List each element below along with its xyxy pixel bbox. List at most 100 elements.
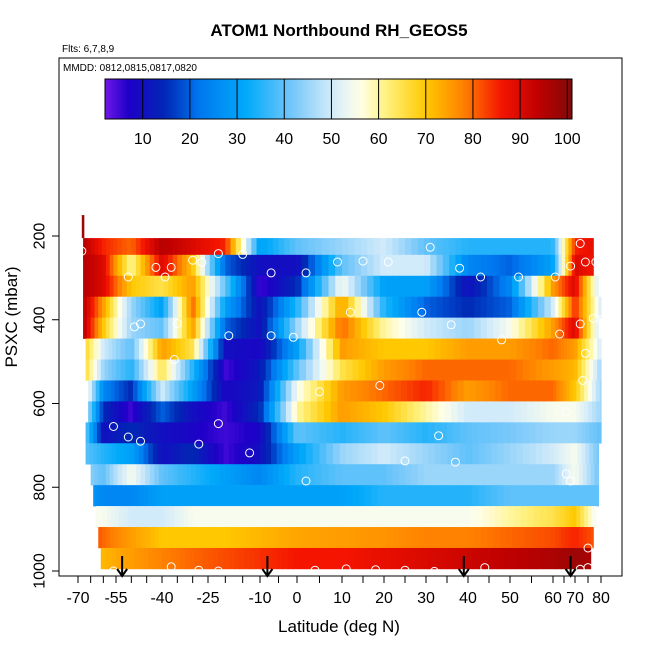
heatmap-cell xyxy=(430,527,438,549)
heatmap-cell xyxy=(535,485,543,507)
heatmap-cell xyxy=(315,296,323,318)
heatmap-cell xyxy=(256,296,263,318)
heatmap-cell xyxy=(321,317,330,339)
heatmap-cell xyxy=(114,380,120,402)
heatmap-cell xyxy=(581,359,586,381)
heatmap-cell xyxy=(554,547,558,570)
heatmap-cell xyxy=(554,338,558,360)
heatmap-cell xyxy=(438,401,446,423)
heatmap-cell xyxy=(346,485,354,507)
heatmap-cell xyxy=(291,401,298,423)
flight-marker xyxy=(136,436,145,446)
heatmap-cell xyxy=(122,317,128,339)
heatmap-cell xyxy=(522,422,530,444)
heatmap-cell xyxy=(267,527,274,549)
heatmap-cell xyxy=(449,527,456,549)
heatmap-cell xyxy=(287,422,294,444)
flight-marker xyxy=(194,565,204,575)
heatmap-cell xyxy=(570,443,575,465)
flight-marker xyxy=(446,320,456,330)
heatmap-cell xyxy=(491,547,498,570)
heatmap-cell xyxy=(497,422,505,444)
heatmap-cell xyxy=(86,254,92,277)
heatmap-cell xyxy=(246,275,252,298)
heatmap-cell xyxy=(180,359,186,381)
heatmap-cell xyxy=(459,443,467,465)
arrow-markers xyxy=(116,556,577,578)
heatmap-cell xyxy=(284,254,291,277)
heatmap-cell xyxy=(465,338,473,360)
heatmap-cell xyxy=(169,380,175,402)
heatmap-cell xyxy=(242,401,249,423)
heatmap-cell xyxy=(388,380,396,402)
heatmap-cell xyxy=(220,464,226,486)
heatmap-cell xyxy=(246,317,252,339)
heatmap-cell xyxy=(200,527,206,549)
heatmap-cell xyxy=(505,275,513,298)
heatmap-cell xyxy=(289,238,296,260)
heatmap-cell xyxy=(282,338,289,360)
heatmap-cell xyxy=(154,275,160,298)
heatmap-cell xyxy=(230,527,237,549)
heatmap-cell xyxy=(405,275,412,298)
heatmap-cell xyxy=(568,527,573,549)
heatmap-cell xyxy=(191,275,197,298)
heatmap-cell xyxy=(476,380,484,402)
heatmap-cell xyxy=(139,443,145,465)
heatmap-cell xyxy=(284,238,291,260)
heatmap-cell xyxy=(95,401,101,423)
heatmap-cell xyxy=(405,238,412,260)
heatmap-cell xyxy=(253,506,259,528)
heatmap-cell xyxy=(419,380,427,402)
heatmap-cell xyxy=(328,254,336,277)
heatmap-cell xyxy=(139,422,145,444)
heatmap-cell xyxy=(125,338,131,360)
heatmap-cell xyxy=(457,380,465,402)
heatmap-cell xyxy=(254,485,261,507)
heatmap-cell xyxy=(140,296,146,318)
heatmap-cell xyxy=(516,338,524,360)
heatmap-cell xyxy=(319,338,327,360)
heatmap-cell xyxy=(95,380,101,402)
heatmap-cell xyxy=(214,238,221,260)
heatmap-cell xyxy=(148,338,154,360)
heatmap-cell xyxy=(411,317,419,339)
heatmap-cell xyxy=(100,485,106,507)
heatmap-cell xyxy=(271,338,278,360)
heatmap-cell xyxy=(354,254,362,277)
heatmap-cell xyxy=(476,401,484,423)
heatmap-cell xyxy=(227,506,233,528)
heatmap-cell xyxy=(570,422,575,444)
heatmap-cell xyxy=(556,506,561,528)
y-tick-label: 800 xyxy=(32,474,49,501)
heatmap-cell xyxy=(125,443,131,465)
heatmap-cell xyxy=(365,443,372,465)
heatmap-cell xyxy=(356,380,364,402)
heatmap-cell xyxy=(171,485,177,507)
heatmap-cell xyxy=(559,401,564,423)
heatmap-cell xyxy=(308,317,316,339)
heatmap-cell xyxy=(93,443,98,465)
heatmap-cell xyxy=(114,506,120,528)
heatmap-cell xyxy=(597,338,602,360)
heatmap-cell xyxy=(261,254,268,277)
heatmap-cell xyxy=(358,338,366,360)
heatmap-cell xyxy=(442,254,450,277)
heatmap-cell xyxy=(158,464,165,486)
heatmap-cell xyxy=(525,254,533,277)
heatmap-cell xyxy=(486,317,494,339)
heatmap-cell xyxy=(274,380,281,402)
heatmap-cell xyxy=(582,464,588,486)
heatmap-cell xyxy=(348,464,356,486)
heatmap-cell xyxy=(301,238,309,260)
heatmap-cell xyxy=(381,401,389,423)
heatmap-cell xyxy=(411,464,419,486)
heatmap-cell xyxy=(261,296,268,318)
heatmap-cell xyxy=(285,506,293,528)
heatmap-cell xyxy=(352,338,360,360)
heatmap-cell xyxy=(326,547,334,570)
heatmap-cell xyxy=(564,443,568,465)
heatmap-cell xyxy=(213,443,219,465)
heatmap-cell xyxy=(131,317,137,339)
flight-marker xyxy=(345,307,355,317)
